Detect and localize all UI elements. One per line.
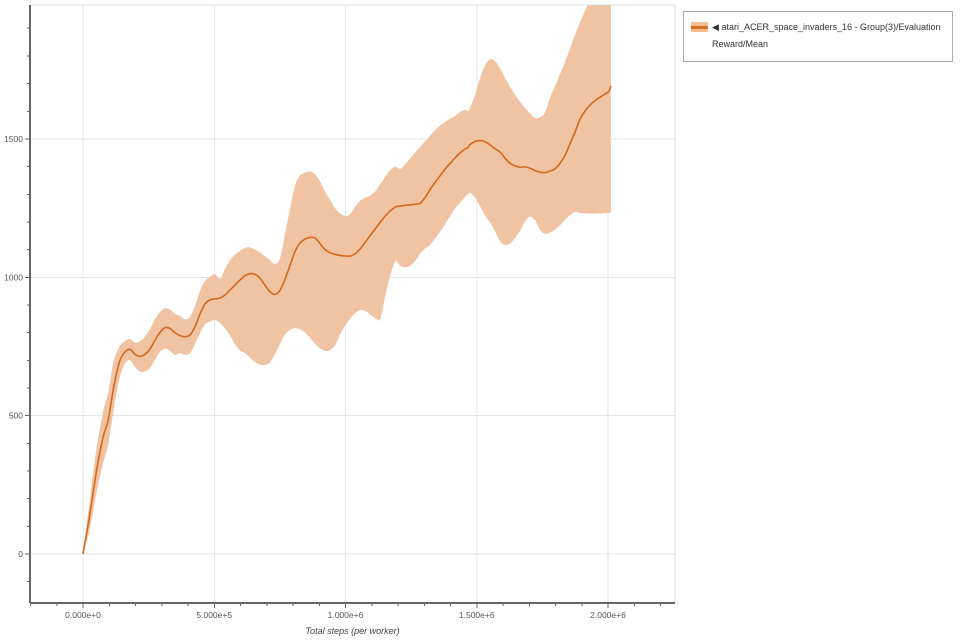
legend[interactable]: ◀ atari_ACER_space_invaders_16 - Group(3… <box>683 11 953 62</box>
x-tick-label: 1.500e+6 <box>459 610 495 620</box>
y-tick-label: 0 <box>18 549 23 559</box>
axis-ticks <box>25 27 661 608</box>
x-axis-title: Total steps (per worker) <box>305 626 399 636</box>
confidence-band <box>83 5 611 555</box>
series-group <box>82 5 612 555</box>
y-tick-label: 1500 <box>4 134 23 144</box>
mean-line <box>82 85 612 555</box>
x-tick-label: 0.000e+0 <box>65 610 101 620</box>
x-tick-label: 5.000e+5 <box>196 610 232 620</box>
legend-series-name: atari_ACER_space_invaders_16 - Group(3)/… <box>712 22 941 49</box>
axis-spines <box>29 5 675 604</box>
y-tick-label: 1000 <box>4 272 23 282</box>
plot-border <box>30 4 676 603</box>
legend-swatch-icon <box>691 22 708 32</box>
legend-swatch-mean-line <box>691 25 708 29</box>
x-tick-label: 2.000e+6 <box>590 610 626 620</box>
tick-labels: 0.000e+0 5.000e+5 1.000e+6 1.500e+6 2.000e+6… <box>4 134 626 620</box>
legend-collapse-icon: ◀ <box>712 22 719 32</box>
legend-label: ◀ atari_ACER_space_invaders_16 - Group(3… <box>712 19 945 53</box>
y-tick-label: 500 <box>9 411 23 421</box>
x-tick-label: 1.000e+6 <box>328 610 364 620</box>
